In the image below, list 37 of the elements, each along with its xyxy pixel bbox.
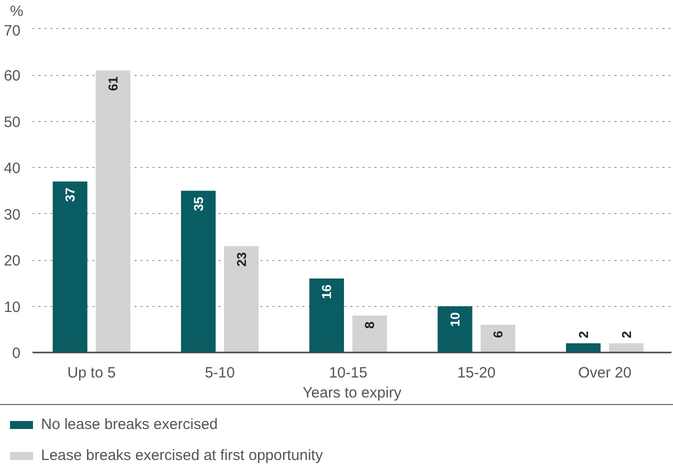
x-tick-label: 10-15 <box>328 364 368 382</box>
data-label: 23 <box>234 252 249 267</box>
data-label: 37 <box>62 187 78 202</box>
y-tick-label: 0 <box>12 345 20 362</box>
y-tick-label: 70 <box>4 22 21 40</box>
bar <box>309 278 344 352</box>
bar <box>438 306 472 352</box>
y-tick-label: 30 <box>4 206 21 224</box>
legend-label: Lease breaks exercised at first opportunity <box>41 446 323 466</box>
bar <box>566 343 601 352</box>
bar <box>96 70 130 352</box>
bar <box>52 181 88 352</box>
y-tick-label: 10 <box>4 298 21 316</box>
bar <box>480 324 516 352</box>
y-tick-label: 20 <box>4 252 21 270</box>
bar <box>608 343 644 352</box>
data-label: 2 <box>618 331 634 338</box>
x-tick-label: Over 20 <box>578 364 632 382</box>
bar <box>352 316 387 352</box>
data-label: 35 <box>190 196 206 212</box>
bar <box>181 190 216 352</box>
x-tick-label: 5-10 <box>204 364 235 382</box>
y-tick-label: 50 <box>4 114 21 131</box>
data-label: 16 <box>319 284 334 300</box>
y-axis-title: % <box>10 3 24 20</box>
data-label: 6 <box>490 330 506 338</box>
legend-label: No lease breaks exercised <box>41 415 218 436</box>
x-axis-title: Years to expiry <box>302 384 402 402</box>
x-tick-label: Up to 5 <box>67 364 116 382</box>
data-label: 2 <box>576 331 591 338</box>
data-label: 8 <box>362 322 378 329</box>
x-tick-label: 15-20 <box>457 364 496 382</box>
data-label: 61 <box>106 76 121 91</box>
y-tick-label: 40 <box>4 160 21 178</box>
bar <box>224 246 259 352</box>
data-label: 10 <box>447 312 462 327</box>
y-tick-label: 60 <box>4 68 21 85</box>
